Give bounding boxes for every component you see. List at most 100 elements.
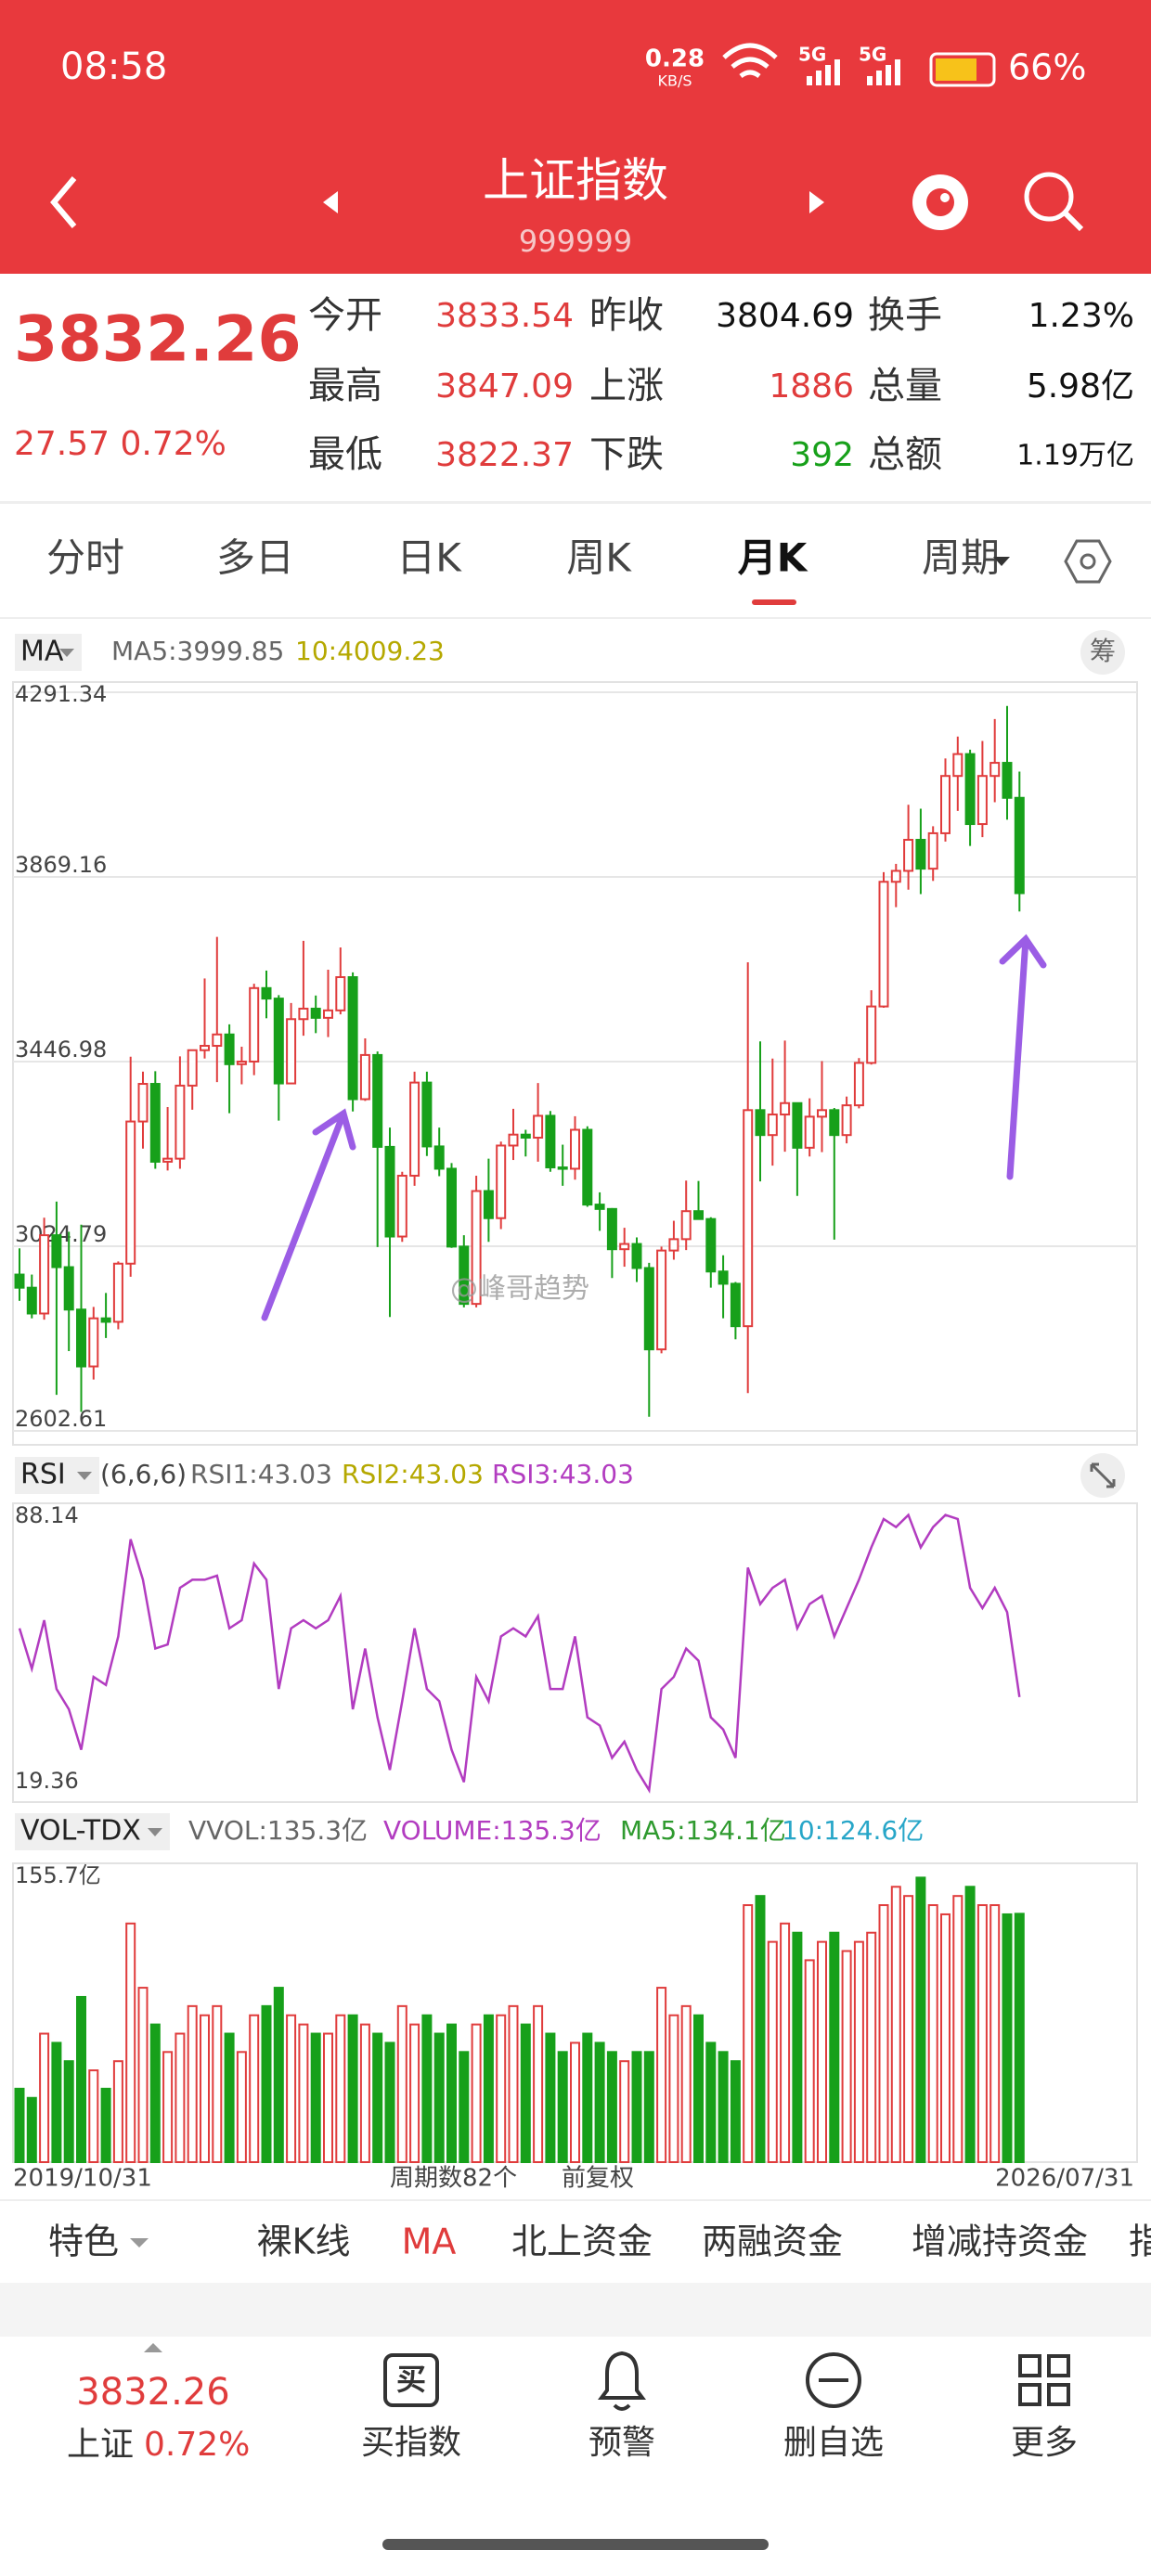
- toolbar-item[interactable]: MA: [402, 2222, 457, 2262]
- toolbar-item[interactable]: 两融资金: [702, 2222, 843, 2262]
- toolbar-item[interactable]: 裸K线: [257, 2222, 351, 2262]
- candle-body: [39, 1234, 50, 1315]
- candle-body: [755, 1109, 766, 1137]
- dropdown-arrow: [77, 1472, 92, 1480]
- battery-icon: [929, 52, 996, 87]
- candle-body: [878, 881, 889, 1008]
- candle-body: [335, 976, 346, 1011]
- nav-label[interactable]: 预警: [588, 2424, 655, 2462]
- volume-bar: [249, 2014, 260, 2164]
- code: 999999: [519, 224, 632, 259]
- candle-body: [631, 1243, 642, 1269]
- x-tick-label: 2026/07/31: [995, 2165, 1134, 2193]
- candle-body: [496, 1144, 507, 1219]
- volume-bar: [557, 2051, 568, 2164]
- volume-bar: [125, 1922, 136, 2164]
- volume-bar: [372, 2032, 383, 2163]
- watermark: @峰哥趋势: [450, 1273, 589, 1306]
- more-icon[interactable]: [1018, 2354, 1070, 2406]
- net-speed-unit: KB/S: [657, 72, 692, 90]
- candle-body: [433, 1145, 445, 1170]
- stat-label: 最低: [308, 433, 382, 476]
- buy-icon[interactable]: 买: [383, 2353, 439, 2407]
- indicator-select[interactable]: [15, 1813, 170, 1850]
- candle-body: [88, 1317, 99, 1368]
- y-tick-label: 2602.61: [15, 1406, 107, 1432]
- next-button[interactable]: [809, 191, 824, 213]
- tab[interactable]: 日K: [396, 535, 462, 581]
- volume-bar: [149, 2023, 161, 2163]
- y-tick-label: 4291.34: [15, 681, 107, 707]
- divider: [0, 2199, 1151, 2201]
- volume-bar: [310, 2032, 321, 2163]
- y-tick-label: 3869.16: [15, 852, 107, 878]
- indicator-label: VOL-TDX: [20, 1815, 141, 1848]
- tab[interactable]: 周期: [922, 535, 1000, 581]
- signal-icon: [807, 59, 900, 85]
- settings-button[interactable]: [1064, 539, 1112, 584]
- stat-label: 最高: [308, 365, 382, 407]
- stat-value: 1886: [769, 367, 854, 406]
- candle-body: [162, 1157, 174, 1163]
- candle-body: [112, 1262, 123, 1323]
- nav-label[interactable]: 更多: [1011, 2424, 1078, 2462]
- legend-item: RSI2:43.03: [342, 1459, 484, 1489]
- search-icon[interactable]: [1024, 172, 1084, 232]
- candle-body: [471, 1190, 482, 1306]
- tab[interactable]: 周K: [566, 535, 632, 581]
- chip-button[interactable]: [1080, 630, 1125, 675]
- candle-body: [903, 839, 914, 872]
- candle-body: [989, 762, 1001, 778]
- remove-icon[interactable]: [806, 2352, 861, 2408]
- volume-bar: [767, 1940, 778, 2163]
- volume-bar: [606, 2051, 617, 2164]
- nav-label[interactable]: 删自选: [783, 2424, 884, 2462]
- legend-item: VOLUME:135.3亿: [383, 1815, 601, 1846]
- candle-body: [125, 1120, 136, 1265]
- assistant-icon[interactable]: [912, 174, 968, 230]
- candle-body: [533, 1114, 544, 1140]
- prev-button[interactable]: [323, 191, 338, 213]
- dropdown-arrow: [130, 2238, 149, 2248]
- volume-bar: [273, 1987, 284, 2163]
- tab[interactable]: 多日: [216, 535, 294, 581]
- candle-body: [51, 1234, 62, 1269]
- candle-body: [273, 998, 284, 1085]
- nav-label[interactable]: 买指数: [361, 2424, 461, 2462]
- toolbar-item[interactable]: 特色: [48, 2222, 119, 2262]
- volume-bar: [384, 2041, 395, 2164]
- volume-bar: [483, 2014, 494, 2164]
- volume-bar: [878, 1904, 889, 2163]
- candle-body: [915, 839, 926, 870]
- toolbar-item[interactable]: 指: [1129, 2222, 1151, 2262]
- candle-body: [137, 1083, 149, 1123]
- dropdown-arrow: [59, 649, 74, 657]
- stat-label: 换手: [868, 294, 942, 337]
- tab[interactable]: 月K: [738, 535, 808, 581]
- volume-bar: [817, 1940, 827, 2163]
- candle-body: [421, 1081, 433, 1148]
- alert-icon[interactable]: [598, 2351, 646, 2411]
- volume-bar: [433, 2032, 445, 2163]
- home-indicator: [382, 2539, 769, 2550]
- tab[interactable]: 分时: [46, 535, 124, 581]
- expand-icon: [1090, 1462, 1116, 1488]
- volume-bar: [989, 1904, 1001, 2163]
- candle-body: [446, 1167, 457, 1248]
- back-button[interactable]: [50, 176, 77, 228]
- candle-body: [14, 1273, 25, 1289]
- volume-bar: [631, 2051, 642, 2164]
- candle-body: [545, 1114, 556, 1169]
- volume-bar: [359, 2023, 370, 2163]
- legend-item: RSI1:43.03: [190, 1459, 332, 1489]
- arrow: [999, 934, 1047, 1180]
- volume-bar: [545, 2032, 556, 2163]
- toolbar-item[interactable]: 北上资金: [511, 2222, 653, 2262]
- nav-index-name: 上证: [67, 2426, 134, 2464]
- candle-body: [841, 1104, 852, 1137]
- candle-body: [668, 1238, 679, 1252]
- price-change: 27.57 0.72%: [14, 425, 226, 463]
- toolbar-item[interactable]: 增减持资金: [912, 2222, 1088, 2262]
- candle-body: [643, 1267, 654, 1351]
